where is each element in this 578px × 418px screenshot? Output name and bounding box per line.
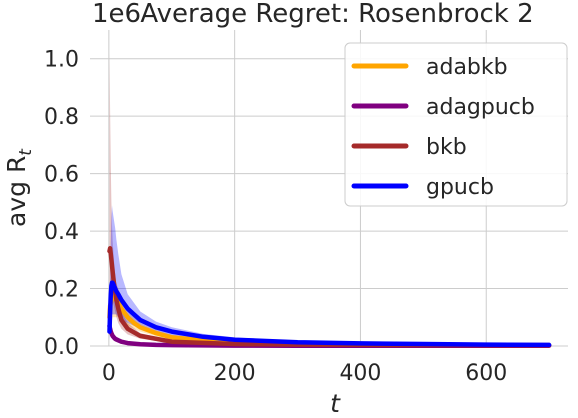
legend-label-gpucb: gpucb xyxy=(426,175,494,200)
y-tick-labels: 0.0 0.2 0.4 0.6 0.8 1.0 xyxy=(44,48,79,360)
y-tick-label: 0.4 xyxy=(44,220,79,245)
legend-label-adabkb: adabkb xyxy=(426,55,508,80)
offset-text: 1e6 xyxy=(92,0,141,29)
x-tick-label: 400 xyxy=(339,361,381,386)
series-lines xyxy=(107,246,552,348)
y-axis-title-base: avg R xyxy=(2,156,31,227)
x-tick-label: 200 xyxy=(214,361,256,386)
x-axis-title: t xyxy=(330,389,341,418)
x-tick-label: 0 xyxy=(102,361,116,386)
y-tick-label: 1.0 xyxy=(44,48,79,73)
legend-label-bkb: bkb xyxy=(426,135,467,160)
legend-label-adagpucb: adagpucb xyxy=(426,95,535,120)
y-axis-title-sub: t xyxy=(16,148,36,156)
y-tick-label: 0.0 xyxy=(44,335,79,360)
y-axis-title: avg Rt xyxy=(2,148,36,227)
y-tick-label: 0.8 xyxy=(44,105,79,130)
x-tick-label: 600 xyxy=(465,361,507,386)
y-tick-label: 0.2 xyxy=(44,278,79,303)
chart-title: Average Regret: Rosenbrock 2 xyxy=(140,0,533,29)
gpucb-line xyxy=(107,280,552,348)
legend: adabkb adagpucb bkb gpucb xyxy=(344,42,568,207)
y-tick-label: 0.6 xyxy=(44,163,79,188)
x-tick-labels: 0 200 400 600 xyxy=(102,361,507,386)
legend-frame xyxy=(344,42,568,207)
